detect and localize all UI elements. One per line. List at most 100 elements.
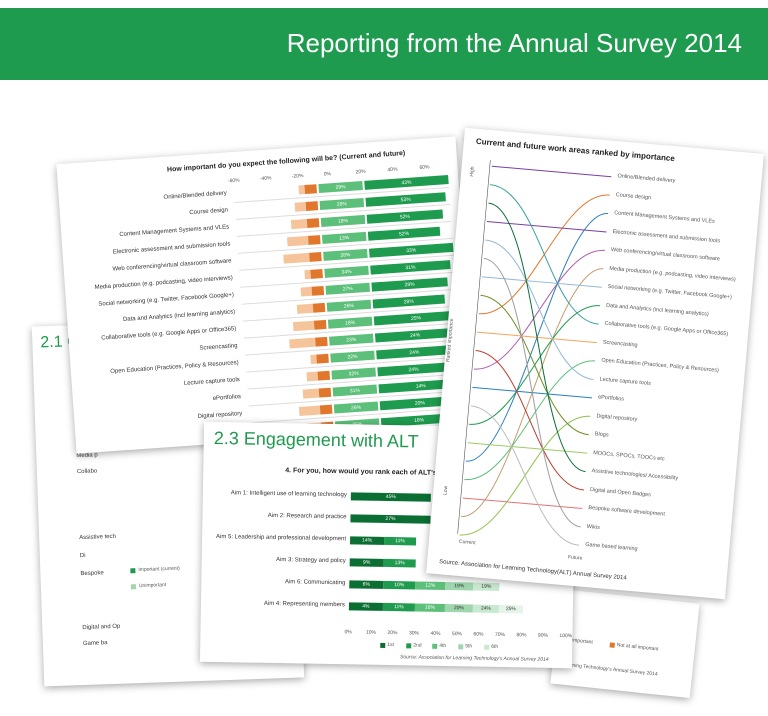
bar-negative xyxy=(292,320,315,332)
bar-label: 27% xyxy=(342,285,353,293)
row-label: Media production (e.g. podcasting, video… xyxy=(94,275,233,291)
row-label: Aim 2: Research and practice xyxy=(267,512,347,521)
axis-tick: -20% xyxy=(291,173,304,180)
legend-label: important xyxy=(571,637,594,646)
bar-negative xyxy=(309,252,322,262)
legend-swatch xyxy=(130,568,136,574)
axis-line xyxy=(457,160,491,534)
axis-tick: -40% xyxy=(259,175,272,183)
bar-label: 13% xyxy=(394,560,405,567)
legend-swatch xyxy=(130,584,137,590)
axis-tick: 0% xyxy=(323,171,332,178)
bar-negative xyxy=(296,303,314,314)
bar-negative xyxy=(312,302,326,313)
rank-line xyxy=(482,276,602,288)
rank-line xyxy=(488,202,586,473)
row-label: Di xyxy=(79,552,86,560)
bar-negative xyxy=(311,285,325,296)
bar-negative xyxy=(302,388,320,399)
chart-title: How important do you expect the followin… xyxy=(166,149,406,174)
rank-line xyxy=(480,294,589,436)
axis-tick: 40% xyxy=(430,630,441,637)
bar-negative xyxy=(305,201,319,211)
rank-line xyxy=(475,350,584,491)
rank-line xyxy=(485,239,594,380)
bar-label: 28% xyxy=(340,252,351,259)
bar-negative xyxy=(307,235,321,245)
legend-label: Unimportant xyxy=(138,582,167,590)
row-label: Game ba xyxy=(82,640,108,648)
bar-label: 24% xyxy=(480,605,491,612)
axis-tick: 30% xyxy=(408,630,420,637)
bar-negative xyxy=(298,405,321,416)
bar-label: 45% xyxy=(385,493,396,501)
source: Learning Technology's Annual Survey 2014 xyxy=(562,661,658,678)
axis-tick: 20% xyxy=(355,168,366,176)
row-label: Content Management Systems and VLEs xyxy=(119,224,230,239)
axis-tick: 40% xyxy=(387,166,398,174)
axis-tick: -60% xyxy=(227,177,240,185)
bar-label: 10% xyxy=(394,582,405,589)
bar-label: 9% xyxy=(363,559,371,566)
rank-line xyxy=(491,165,612,178)
bar-negative xyxy=(310,269,323,279)
bar-label: 31% xyxy=(349,387,361,395)
bar-label: 19% xyxy=(481,583,492,590)
bar-label: 32% xyxy=(348,370,359,378)
legend-swatch xyxy=(406,643,412,649)
row-label: Aim 6: Communicating xyxy=(284,579,346,587)
row-label: Digital and Op xyxy=(82,623,121,632)
bar-label: 4% xyxy=(362,603,370,610)
rank-line xyxy=(462,497,583,509)
axis-tick: 60% xyxy=(473,631,484,638)
row-label: Aim 4: Representing members xyxy=(263,600,345,609)
legend-swatch xyxy=(458,644,464,650)
bar-negative xyxy=(300,286,313,297)
row-label: Open Education (Practices, Policy & Reso… xyxy=(110,360,239,376)
legend-label: 1st xyxy=(387,642,394,649)
rank-line xyxy=(467,442,588,454)
bar-negative xyxy=(306,218,320,228)
bar-label: 25% xyxy=(505,606,516,613)
axis-tick: 100% xyxy=(559,633,573,640)
source: Source: Association for Learning Technol… xyxy=(399,654,549,663)
question: 4. For you, how would you rank each of A… xyxy=(285,467,437,477)
bar-negative xyxy=(283,252,310,264)
bar-negative xyxy=(319,404,333,415)
legend-swatch xyxy=(484,644,490,650)
bar-label: 26% xyxy=(343,302,355,310)
bar-label: 13% xyxy=(339,235,350,242)
bar-label: 34% xyxy=(341,268,352,276)
bar-negative xyxy=(294,202,307,212)
bar-negative xyxy=(290,218,308,230)
axis-tick: 0% xyxy=(344,629,352,636)
bar-label: 6% xyxy=(362,581,370,588)
bar-negative xyxy=(289,337,316,349)
row-label: Lecture capture tools xyxy=(183,377,241,387)
row-label: Collabo xyxy=(76,468,98,476)
bar-negative xyxy=(304,184,318,195)
ranked-page: Current and future work areas ranked by … xyxy=(426,127,764,600)
bar-label: 19% xyxy=(454,583,465,590)
bar-label: 11% xyxy=(394,604,404,611)
bar-negative xyxy=(306,371,319,382)
row-label: Social networking (e.g. Twitter, Faceboo… xyxy=(98,292,235,308)
bar-negative xyxy=(313,319,327,330)
legend-label: 6th xyxy=(491,643,499,650)
bar-label: 28% xyxy=(336,201,348,208)
row-label: Media p xyxy=(76,452,98,460)
row-label: Digital repository xyxy=(197,410,243,421)
bar-label: 12% xyxy=(425,582,436,589)
bar-label: 11% xyxy=(395,538,405,545)
row-label: Electronic assessment and submission too… xyxy=(112,241,231,256)
row-label: Course design xyxy=(189,207,229,217)
importance-page: How important do you expect the followin… xyxy=(56,136,476,454)
legend-label: 4th xyxy=(439,642,447,650)
axis-tick: 90% xyxy=(537,632,549,639)
axis-tick: 20% xyxy=(387,630,398,637)
legend-label: 2nd xyxy=(413,642,422,649)
row-label: Aim 1: Intelligent use of learning techn… xyxy=(230,490,347,499)
bar-label: 22% xyxy=(347,353,358,361)
bar-negative xyxy=(317,370,331,381)
